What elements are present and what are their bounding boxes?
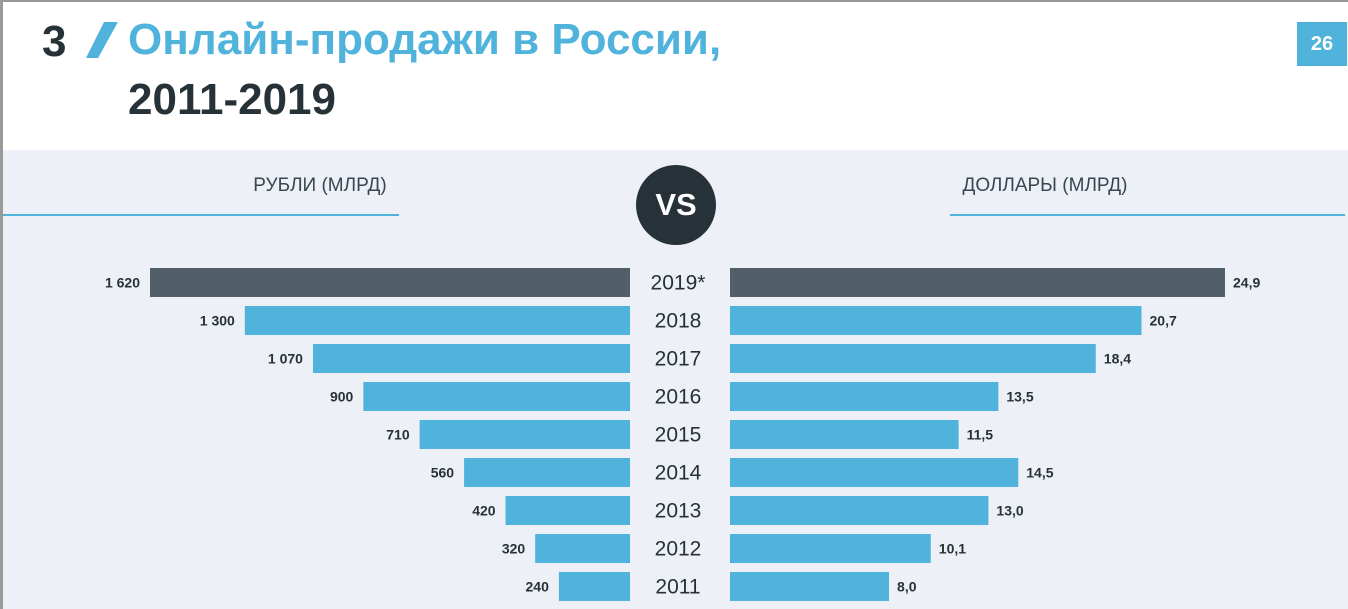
rubles-value-label: 240 xyxy=(526,579,550,595)
rubles-value-label: 900 xyxy=(330,389,354,405)
frame-left xyxy=(0,0,3,609)
page-title: Онлайн-продажи в России, xyxy=(128,15,722,64)
dollars-underline xyxy=(950,214,1345,216)
rubles-value-label: 710 xyxy=(386,427,410,443)
rubles-bar-2013 xyxy=(505,496,630,525)
year-label: 2016 xyxy=(655,386,702,409)
year-label: 2011 xyxy=(655,576,700,599)
rubles-value-label: 1 620 xyxy=(105,275,140,291)
dollars-bar-2011 xyxy=(730,572,890,601)
dollars-bar-2013 xyxy=(730,496,989,525)
rubles-value-label: 1 070 xyxy=(268,351,303,367)
dollars-value-label: 14,5 xyxy=(1026,465,1053,481)
rubles-bar-2015 xyxy=(419,420,630,449)
dollars-bar-2018 xyxy=(730,306,1142,335)
year-label: 2012 xyxy=(655,538,702,561)
dollars-bar-2017 xyxy=(730,344,1096,373)
rubles-underline xyxy=(3,214,399,216)
year-label: 2018 xyxy=(655,310,702,333)
rubles-bar-2017 xyxy=(312,344,630,373)
dollars-value-label: 20,7 xyxy=(1150,313,1177,329)
rubles-bar-2018 xyxy=(244,306,630,335)
dollars-value-label: 24,9 xyxy=(1233,275,1260,291)
dollars-header: ДОЛЛАРЫ (МЛРД) xyxy=(962,175,1128,196)
dollars-bar-2016 xyxy=(730,382,999,411)
section-number: 3 xyxy=(42,17,67,66)
rubles-value-label: 560 xyxy=(431,465,455,481)
page-subtitle: 2011-2019 xyxy=(128,75,336,124)
rubles-value-label: 320 xyxy=(502,541,526,557)
slash-icon xyxy=(86,22,118,58)
dollars-value-label: 11,5 xyxy=(967,427,994,443)
year-label: 2017 xyxy=(655,348,702,371)
dollars-value-label: 13,0 xyxy=(996,503,1023,519)
rubles-bar-2016 xyxy=(363,382,630,411)
vs-badge: VS xyxy=(636,165,716,245)
dollars-bar-2012 xyxy=(730,534,931,563)
dollars-bar-2014 xyxy=(730,458,1019,487)
rubles-bar-2012 xyxy=(535,534,630,563)
dollars-value-label: 13,5 xyxy=(1006,389,1033,405)
frame-top xyxy=(0,0,1348,2)
rubles-value-label: 1 300 xyxy=(200,313,235,329)
dollars-value-label: 18,4 xyxy=(1104,351,1131,367)
rubles-bar-2014 xyxy=(464,458,630,487)
year-label: 2015 xyxy=(655,424,702,447)
dollars-value-label: 10,1 xyxy=(939,541,966,557)
rubles-bar-2019 xyxy=(150,268,630,297)
rubles-bar-2011 xyxy=(558,572,630,601)
page-number-badge: 26 xyxy=(1297,22,1347,66)
dollars-bar-2019 xyxy=(730,268,1225,297)
rubles-value-label: 420 xyxy=(472,503,496,519)
dollars-value-label: 8,0 xyxy=(897,579,917,595)
header: 3 Онлайн-продажи в России, 2011-2019 26 xyxy=(0,0,1348,150)
year-label: 2014 xyxy=(655,462,702,485)
year-label: 2019* xyxy=(651,272,706,295)
rubles-header: РУБЛИ (МЛРД) xyxy=(253,175,387,196)
dollars-bar-2015 xyxy=(730,420,959,449)
year-label: 2013 xyxy=(655,500,702,523)
